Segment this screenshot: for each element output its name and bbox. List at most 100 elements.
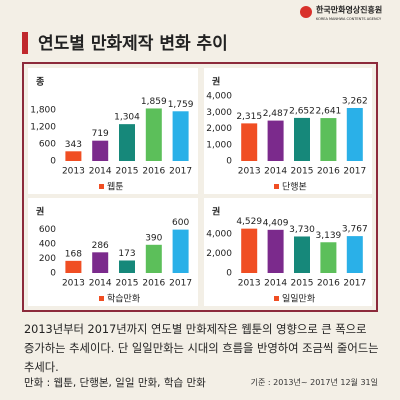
value-label: 600	[172, 218, 189, 228]
bar	[92, 252, 109, 273]
value-label: 3,139	[316, 231, 342, 241]
frame	[22, 62, 378, 312]
x-tick-label: 2016	[142, 279, 165, 289]
x-tick-label: 2013	[62, 167, 85, 177]
unit-label: 권	[212, 206, 220, 218]
x-tick-label: 2015	[116, 167, 139, 177]
panel	[204, 68, 372, 194]
y-tick-label: 600	[39, 225, 56, 235]
x-tick-label: 2017	[169, 167, 192, 177]
bar	[294, 236, 310, 273]
x-tick-label: 2014	[264, 167, 287, 177]
y-tick-label: 0	[50, 269, 56, 279]
value-label: 173	[118, 249, 135, 259]
value-label: 286	[92, 241, 109, 251]
value-label: 168	[65, 249, 82, 259]
value-label: 4,529	[236, 217, 262, 227]
x-tick-label: 2014	[89, 279, 112, 289]
legend-label: 일일만화	[282, 294, 315, 305]
title: 연도별 만화제작 변화 추이	[38, 34, 228, 54]
y-tick-label: 1,000	[206, 140, 232, 150]
title-bar	[22, 32, 28, 54]
x-tick-label: 2014	[264, 279, 287, 289]
bar	[320, 242, 337, 273]
y-tick-label: 0	[226, 269, 232, 279]
value-label: 2,652	[289, 106, 315, 116]
x-tick-label: 2015	[116, 279, 139, 289]
bar	[346, 236, 363, 273]
value-label: 2,315	[236, 112, 262, 122]
legend-label: 단행본	[282, 181, 307, 193]
x-tick-label: 2017	[169, 279, 192, 289]
bar	[65, 260, 82, 273]
bar	[267, 229, 284, 273]
x-tick-label: 2015	[291, 279, 314, 289]
value-label: 390	[145, 233, 162, 243]
value-label: 2,641	[316, 107, 342, 117]
value-label: 3,262	[342, 96, 368, 106]
unit-label: 종	[36, 77, 44, 88]
x-tick-label: 2016	[142, 167, 165, 177]
panel	[28, 68, 198, 194]
x-tick-label: 2013	[62, 279, 85, 289]
y-tick-label: 400	[39, 240, 56, 250]
footer-note: 만화 : 웹툰, 단행본, 일일 만화, 학습 만화	[24, 377, 206, 389]
bar	[241, 123, 258, 161]
legend-label: 웹툰	[107, 182, 124, 193]
value-label: 1,859	[141, 97, 167, 107]
bar	[65, 151, 82, 161]
x-tick-label: 2013	[238, 279, 261, 289]
y-tick-label: 600	[39, 140, 56, 150]
y-tick-label: 0	[50, 157, 56, 167]
value-label: 343	[65, 140, 82, 150]
x-tick-label: 2015	[291, 167, 314, 177]
bar	[145, 244, 162, 273]
y-tick-label: 1,800	[30, 106, 56, 116]
bar	[172, 111, 189, 161]
bar	[119, 124, 135, 161]
x-tick-label: 2014	[89, 167, 112, 177]
x-tick-label: 2016	[317, 167, 340, 177]
bar	[145, 108, 162, 161]
y-tick-label: 0	[226, 157, 232, 167]
panel	[204, 198, 372, 306]
description: 2013년부터 2017년까지 연도별 만화제작은 웹툰의 영향으로 큰 폭으로…	[24, 323, 379, 374]
value-label: 2,487	[263, 109, 289, 119]
legend-swatch	[274, 296, 279, 301]
legend-swatch	[274, 184, 279, 189]
legend-label: 학습만화	[107, 294, 140, 305]
bar	[241, 228, 258, 273]
unit-label: 권	[36, 206, 44, 218]
bar	[320, 118, 337, 161]
bar	[119, 260, 135, 273]
value-label: 3,730	[289, 225, 315, 235]
y-tick-label: 1,200	[30, 123, 56, 133]
y-tick-label: 4,000	[206, 229, 232, 239]
value-label: 4,409	[263, 218, 289, 228]
x-tick-label: 2017	[343, 279, 366, 289]
y-tick-label: 3,000	[206, 108, 232, 118]
y-tick-label: 4,000	[206, 92, 232, 102]
bar	[294, 117, 310, 161]
y-tick-label: 2,000	[206, 124, 232, 134]
legend-swatch	[99, 184, 104, 189]
unit-label: 권	[212, 76, 220, 88]
logo-icon	[300, 6, 312, 18]
bar	[267, 120, 284, 161]
x-tick-label: 2016	[317, 279, 340, 289]
y-tick-label: 200	[39, 254, 56, 264]
bar	[346, 107, 363, 161]
footer-basis: 기준 : 2013년~ 2017년 12월 31일	[250, 378, 378, 387]
logo-sub: KOREA MANHWA CONTENTS AGENCY	[316, 17, 382, 21]
value-label: 3,767	[342, 225, 368, 235]
legend-swatch	[99, 296, 104, 301]
value-label: 1,759	[168, 100, 194, 110]
y-tick-label: 2,000	[206, 249, 232, 259]
bar	[172, 229, 189, 273]
panel	[28, 198, 198, 306]
value-label: 1,304	[114, 113, 140, 123]
bar	[92, 140, 109, 161]
x-tick-label: 2013	[238, 167, 261, 177]
